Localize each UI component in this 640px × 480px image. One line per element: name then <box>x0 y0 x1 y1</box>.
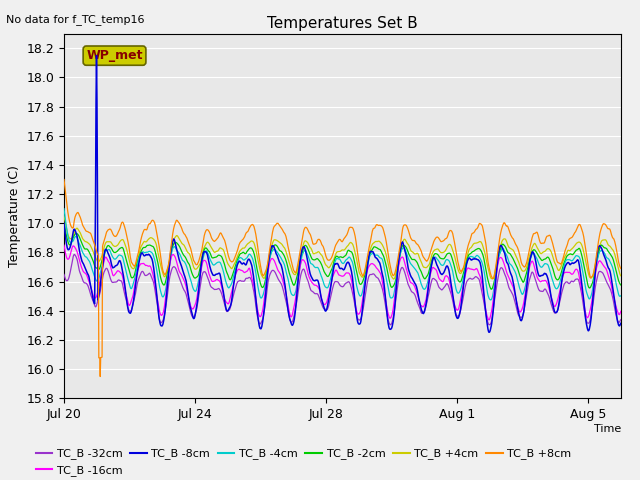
Legend: TC_B -32cm, TC_B -16cm, TC_B -8cm, TC_B -4cm, TC_B -2cm, TC_B +4cm, TC_B +8cm: TC_B -32cm, TC_B -16cm, TC_B -8cm, TC_B … <box>31 444 576 480</box>
Title: Temperatures Set B: Temperatures Set B <box>267 16 418 31</box>
Text: WP_met: WP_met <box>86 49 143 62</box>
Text: Time: Time <box>593 424 621 434</box>
Y-axis label: Temperature (C): Temperature (C) <box>8 165 21 267</box>
Text: No data for f_TC_temp16: No data for f_TC_temp16 <box>6 14 145 25</box>
